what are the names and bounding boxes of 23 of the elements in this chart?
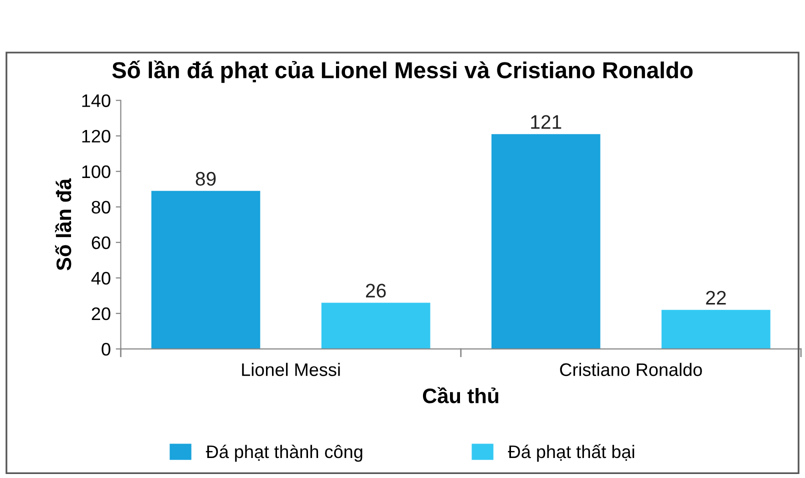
y-axis-title: Số lần đá — [55, 178, 72, 270]
y-tick-label: 100 — [82, 165, 110, 178]
y-tick-label: 20 — [92, 307, 110, 320]
x-tick-label: Lionel Messi — [242, 362, 340, 376]
legend-label: Đá phạt thành công — [206, 444, 362, 462]
y-tick-label: 60 — [92, 236, 110, 250]
data-label: 89 — [196, 172, 216, 186]
data-label: 26 — [366, 284, 386, 298]
chart-title: Số lần đá phạt của Lionel Messi và Cristiano Ronaldo — [112, 60, 693, 83]
x-tick-label: Cristiano Ronaldo — [560, 362, 702, 376]
legend-label: Đá phạt thất bại — [508, 444, 634, 462]
data-label: 22 — [706, 290, 726, 304]
y-tick-label: 0 — [102, 342, 110, 356]
bar — [662, 310, 770, 349]
y-tick-label: 80 — [92, 200, 110, 214]
bar — [491, 134, 600, 349]
y-tick-label: 120 — [82, 130, 110, 143]
x-axis-title: Cầu thủ — [422, 387, 498, 404]
bar — [151, 190, 260, 349]
bar — [321, 302, 430, 349]
data-label: 121 — [531, 115, 562, 129]
y-tick-label: 40 — [91, 272, 110, 285]
y-tick-label: 140 — [82, 94, 110, 108]
